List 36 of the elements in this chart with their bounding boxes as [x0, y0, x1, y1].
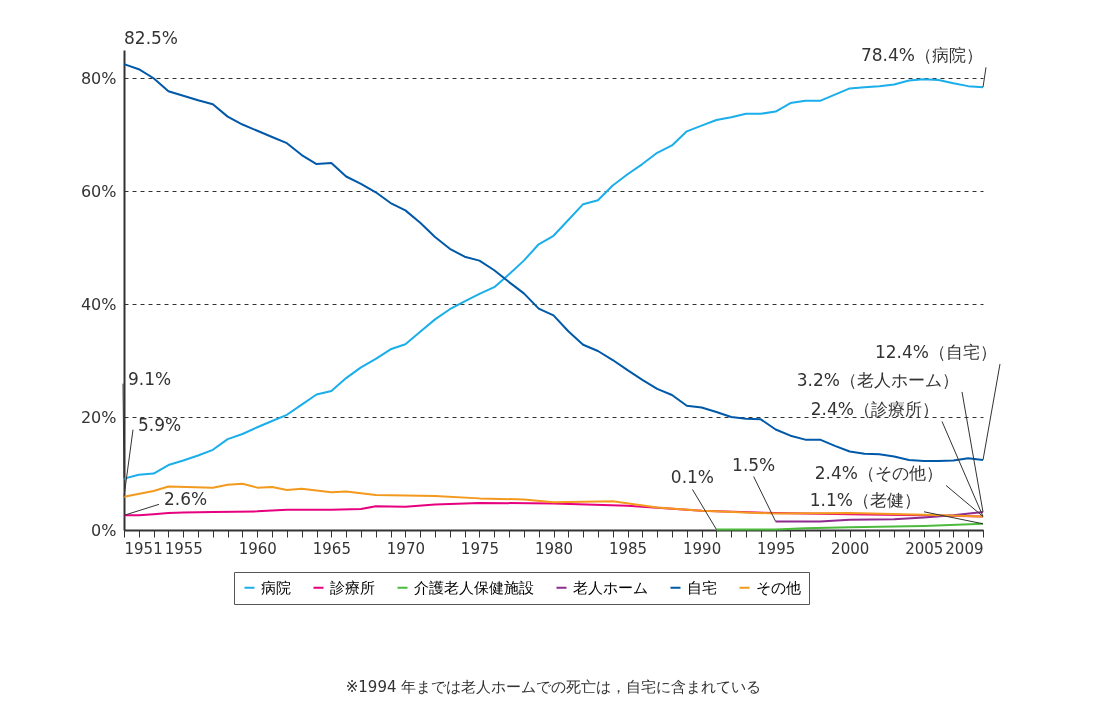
annotation: 9.1%: [128, 368, 172, 389]
legend-label: 病院: [261, 578, 291, 597]
x-tick-label: 1980: [534, 539, 574, 558]
legend-label: その他: [756, 578, 801, 597]
legend-label: 老人ホーム: [573, 578, 648, 597]
y-tick-label: 60%: [80, 181, 117, 201]
x-tick-label: 1951: [124, 539, 163, 558]
x-tick-label: 1955: [164, 539, 203, 558]
annotation: 2.6%: [164, 489, 208, 510]
y-tick-label: 0%: [91, 520, 117, 540]
annotation: 5.9%: [138, 414, 182, 435]
x-tick-label: 2000: [831, 539, 870, 558]
annotation: 82.5%: [124, 28, 179, 49]
annotation: 0.1%: [670, 467, 715, 488]
y-tick-label: 20%: [80, 407, 117, 427]
legend-label: 介護老人保健施設: [414, 578, 534, 597]
annotation: 12.4%（自宅）: [874, 341, 997, 362]
annotation: 1.5%: [732, 454, 776, 475]
y-tick-label: 80%: [80, 68, 117, 88]
annotation: 1.1%（老健）: [809, 489, 921, 510]
annotation: 78.4%（病院）: [860, 45, 983, 66]
legend-label: 診療所: [330, 578, 375, 597]
x-tick-label: 1995: [757, 539, 796, 558]
x-tick-label: 1970: [386, 539, 425, 558]
x-tick-label: 1975: [460, 539, 500, 558]
annotation: 2.4%（その他）: [814, 463, 943, 484]
x-tick-label: 2009: [945, 539, 984, 558]
x-tick-label: 1990: [683, 539, 722, 558]
y-tick-label: 40%: [80, 294, 117, 314]
text: ※1994 年までは老人ホームでの死亡は，自宅に含まれている: [345, 677, 762, 696]
x-tick-label: 1965: [312, 539, 351, 558]
x-tick-label: 2005: [905, 539, 944, 558]
x-tick-label: 1985: [608, 539, 648, 558]
x-tick-label: 1960: [238, 539, 277, 558]
legend-label: 自宅: [687, 578, 717, 597]
annotation: 3.2%（老人ホーム）: [796, 369, 959, 390]
